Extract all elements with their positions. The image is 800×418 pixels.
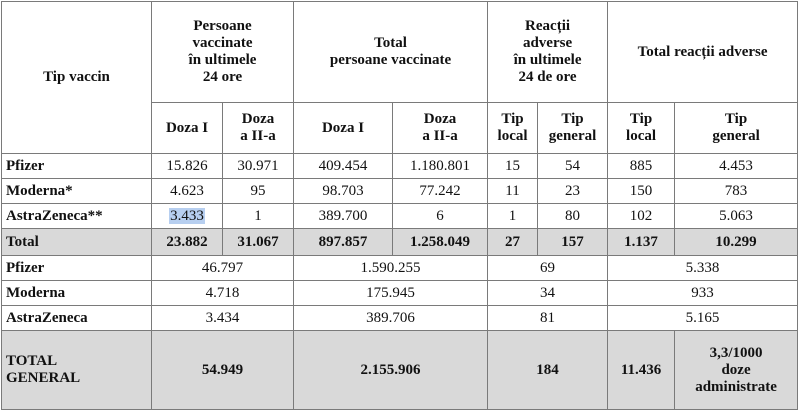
- header-total-adverse: Total reacții adverse: [607, 1, 799, 103]
- cell-d2-total: 1.180.801: [392, 153, 489, 179]
- cell-reactions-total: 5.338: [607, 255, 799, 281]
- cell-reactions-total: 11.436: [607, 330, 676, 410]
- summary-row-pfizer: Pfizer 46.797 1.590.255 69 5.338: [1, 255, 799, 281]
- header-doza1-24h: Doza I: [151, 102, 223, 154]
- header-doza2-24h: Doza a II-a: [221, 102, 295, 154]
- header-general-total: Tip general: [674, 102, 799, 154]
- header-doza1-total: Doza I: [293, 102, 394, 154]
- row-label: Total: [1, 228, 152, 256]
- row-label: Pfizer: [1, 255, 152, 281]
- row-label: TOTAL GENERAL: [1, 330, 152, 410]
- row-label: AstraZeneca: [1, 305, 152, 331]
- cell-general-total: 5.063: [674, 203, 799, 229]
- vaccination-table: Tip vaccin Persoane vaccinate în ultimel…: [1, 1, 799, 410]
- cell-general-total: 4.453: [674, 153, 799, 179]
- cell-vaccinated-24h: 54.949: [150, 330, 295, 410]
- table-row-pfizer: Pfizer 15.826 30.971 409.454 1.180.801 1…: [1, 153, 799, 179]
- table-row-grand-total: TOTAL GENERAL 54.949 2.155.906 184 11.43…: [1, 330, 799, 410]
- cell-d1-total: 389.700: [293, 203, 394, 229]
- cell-d1-24h[interactable]: 3.433: [151, 203, 223, 229]
- cell-reaction-rate: 3,3/1000 doze administrate: [674, 330, 799, 410]
- selected-text[interactable]: 3.433: [169, 207, 205, 224]
- cell-reactions-24h: 81: [487, 305, 609, 331]
- cell-vaccinated-24h: 3.434: [150, 305, 295, 331]
- cell-vaccinated-total: 2.155.906: [293, 330, 489, 410]
- table-row-moderna: Moderna* 4.623 95 98.703 77.242 11 23 15…: [1, 178, 799, 204]
- cell-general-total: 10.299: [674, 228, 799, 256]
- table-row-total: Total 23.882 31.067 897.857 1.258.049 27…: [1, 228, 799, 256]
- cell-d2-total: 6: [392, 203, 489, 229]
- cell-d2-total: 77.242: [392, 178, 489, 204]
- header-local-total: Tip local: [607, 102, 676, 154]
- cell-general-24h: 157: [537, 228, 609, 256]
- cell-vaccinated-total: 389.706: [293, 305, 489, 331]
- cell-local-total: 150: [607, 178, 676, 204]
- cell-general-24h: 23: [537, 178, 609, 204]
- cell-local-total: 1.137: [607, 228, 676, 256]
- cell-d2-24h: 1: [221, 203, 295, 229]
- cell-reactions-total: 5.165: [607, 305, 799, 331]
- header-row-sub: Doza I Doza a II-a Doza I Doza a II-a Tip l…: [2, 102, 799, 154]
- cell-local-total: 885: [607, 153, 676, 179]
- cell-d1-total: 98.703: [293, 178, 394, 204]
- cell-d2-24h: 95: [221, 178, 295, 204]
- row-label: AstraZeneca**: [1, 203, 152, 229]
- cell-local-24h: 1: [487, 203, 539, 229]
- cell-d1-24h: 15.826: [151, 153, 223, 179]
- cell-d1-24h: 23.882: [151, 228, 223, 256]
- cell-reactions-total: 933: [607, 280, 799, 306]
- header-local-24h: Tip local: [487, 102, 539, 154]
- row-label: Moderna: [1, 280, 152, 306]
- cell-d1-24h: 4.623: [151, 178, 223, 204]
- row-label: Moderna*: [1, 178, 152, 204]
- cell-local-24h: 27: [487, 228, 539, 256]
- header-adverse-24h: Reacții adverse în ultimele 24 de ore: [487, 1, 609, 103]
- header-doza2-total: Doza a II-a: [392, 102, 489, 154]
- cell-general-total: 783: [674, 178, 799, 204]
- summary-row-astrazeneca: AstraZeneca 3.434 389.706 81 5.165: [1, 305, 799, 331]
- cell-local-24h: 15: [487, 153, 539, 179]
- cell-d2-total: 1.258.049: [392, 228, 489, 256]
- cell-vaccinated-24h: 4.718: [150, 280, 295, 306]
- cell-d1-total: 897.857: [293, 228, 394, 256]
- cell-vaccinated-24h: 46.797: [150, 255, 295, 281]
- cell-reactions-24h: 184: [487, 330, 609, 410]
- cell-d2-24h: 30.971: [221, 153, 295, 179]
- row-label: Pfizer: [1, 153, 152, 179]
- cell-d2-24h: 31.067: [221, 228, 295, 256]
- table-row-astrazeneca: AstraZeneca** 3.433 1 389.700 6 1 80 102…: [1, 203, 799, 229]
- cell-vaccinated-total: 175.945: [293, 280, 489, 306]
- cell-reactions-24h: 34: [487, 280, 609, 306]
- header-general-24h: Tip general: [537, 102, 609, 154]
- header-row-groups: Tip vaccin Persoane vaccinate în ultimel…: [1, 1, 799, 154]
- cell-d1-total: 409.454: [293, 153, 394, 179]
- header-vaccinated-24h: Persoane vaccinate în ultimele 24 ore: [150, 1, 295, 103]
- cell-general-24h: 80: [537, 203, 609, 229]
- cell-vaccinated-total: 1.590.255: [293, 255, 489, 281]
- cell-general-24h: 54: [537, 153, 609, 179]
- header-total-vaccinated: Total persoane vaccinate: [293, 1, 489, 103]
- cell-local-24h: 11: [487, 178, 539, 204]
- summary-row-moderna: Moderna 4.718 175.945 34 933: [1, 280, 799, 306]
- cell-reactions-24h: 69: [487, 255, 609, 281]
- cell-local-total: 102: [607, 203, 676, 229]
- header-tip-vaccin: Tip vaccin: [1, 1, 152, 154]
